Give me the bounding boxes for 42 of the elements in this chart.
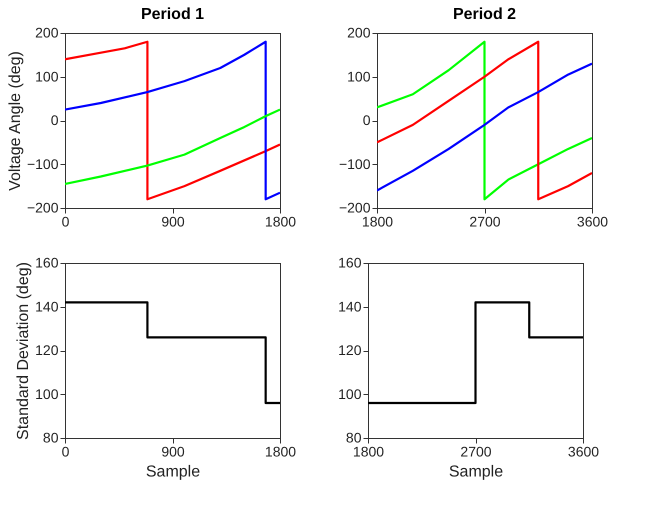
x-tick-label: 1800 (264, 214, 296, 230)
y-tick-label: 0 (50, 112, 59, 128)
y-tick-label: 200 (347, 24, 371, 40)
y-tick-label: −100 (338, 156, 371, 172)
line-series (65, 108, 280, 186)
y-tick-label: −200 (26, 200, 59, 216)
y-tick-label: 120 (338, 342, 362, 358)
y-tick-label: 100 (35, 386, 59, 402)
x-tick-label: 0 (62, 444, 70, 460)
y-tick-label: −100 (26, 156, 59, 172)
line-series (377, 40, 592, 200)
line-series (65, 40, 280, 200)
y-axis-title: Standard Deviation (deg) (15, 262, 32, 440)
y-tick-label: 100 (347, 68, 371, 84)
x-tick-label: 3600 (568, 444, 600, 460)
chart-title: Period 2 (452, 6, 516, 23)
y-tick-label: −200 (338, 200, 371, 216)
y-tick-label: 200 (35, 24, 59, 40)
x-axis-title: Sample (448, 464, 504, 480)
y-tick-label: 140 (35, 298, 59, 314)
y-tick-label: 160 (338, 254, 362, 270)
x-tick-label: 1800 (352, 444, 384, 460)
y-tick-label: 100 (338, 386, 362, 402)
x-tick-label: 3600 (576, 214, 608, 230)
y-tick-label: 100 (35, 68, 59, 84)
x-axis-title: Sample (146, 464, 200, 480)
x-tick-label: 900 (161, 214, 185, 230)
y-tick-label: 80 (42, 430, 59, 446)
x-tick-label: 0 (62, 214, 70, 230)
y-tick-label: 0 (362, 112, 371, 128)
y-tick-label: 140 (338, 298, 362, 314)
x-tick-label: 2700 (469, 214, 501, 230)
line-series (377, 62, 592, 192)
x-tick-label: 1800 (362, 214, 394, 230)
y-axis-title: Voltage Angle (deg) (6, 51, 24, 191)
y-tick-label: 160 (35, 254, 59, 270)
chart-title: Period 1 (140, 6, 204, 23)
x-tick-label: 2700 (460, 444, 492, 460)
x-tick-label: 1800 (264, 444, 296, 460)
y-tick-label: 120 (35, 342, 59, 358)
y-tick-label: 80 (346, 430, 362, 446)
x-tick-label: 900 (161, 444, 185, 460)
